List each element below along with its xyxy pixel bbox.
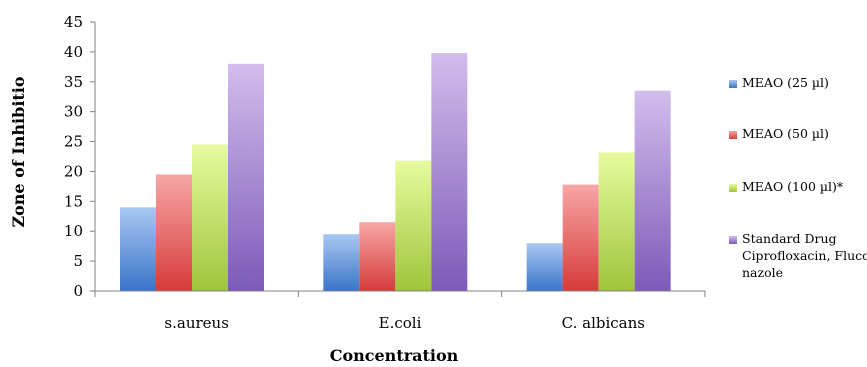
bar xyxy=(228,64,264,291)
x-axis-title: Concentration xyxy=(330,346,459,365)
y-axis: 0 5 10 15 20 25 30 35 40 45 xyxy=(64,13,95,300)
y-tick-label: 15 xyxy=(64,192,83,210)
legend-swatch xyxy=(729,131,737,139)
y-tick-label: 40 xyxy=(64,43,83,61)
legend-swatch xyxy=(729,80,737,88)
y-tick-label: 35 xyxy=(64,73,83,91)
y-tick-label: 10 xyxy=(64,222,83,240)
y-tick-label: 25 xyxy=(64,133,83,151)
x-tick-label: s.aureus xyxy=(164,314,228,332)
x-axis: s.aureus E.coli C. albicans xyxy=(95,291,705,332)
bar xyxy=(527,243,563,291)
legend-label: MEAO (50 µl) xyxy=(742,126,829,141)
bar xyxy=(431,53,467,291)
bar xyxy=(395,161,431,291)
legend-label: Standard Drug xyxy=(742,231,837,246)
legend-label: nazole xyxy=(742,265,783,280)
y-tick-label: 20 xyxy=(64,162,83,180)
legend-swatch xyxy=(729,184,737,192)
bar xyxy=(599,152,635,291)
bar xyxy=(156,174,192,291)
legend-label: Ciprofloxacin, Fluco xyxy=(742,248,867,263)
x-tick-label: C. albicans xyxy=(562,314,645,332)
y-tick-label: 5 xyxy=(73,252,83,270)
legend: MEAO (25 µl) MEAO (50 µl) MEAO (100 µl)* St… xyxy=(729,75,867,280)
legend-label: MEAO (100 µl)* xyxy=(742,179,844,194)
plot-area xyxy=(120,53,671,291)
legend-swatch xyxy=(729,236,737,244)
bar xyxy=(359,222,395,291)
x-tick-label: E.coli xyxy=(379,314,422,332)
bar xyxy=(120,207,156,291)
y-axis-title: Zone of Inhibitio xyxy=(9,76,28,227)
legend-label: MEAO (25 µl) xyxy=(742,75,829,90)
bar xyxy=(635,91,671,291)
bar xyxy=(563,185,599,291)
y-tick-label: 45 xyxy=(64,13,83,31)
bar xyxy=(323,234,359,291)
y-tick-label: 30 xyxy=(64,103,83,121)
y-tick-label: 0 xyxy=(73,282,83,300)
bar xyxy=(192,145,228,291)
